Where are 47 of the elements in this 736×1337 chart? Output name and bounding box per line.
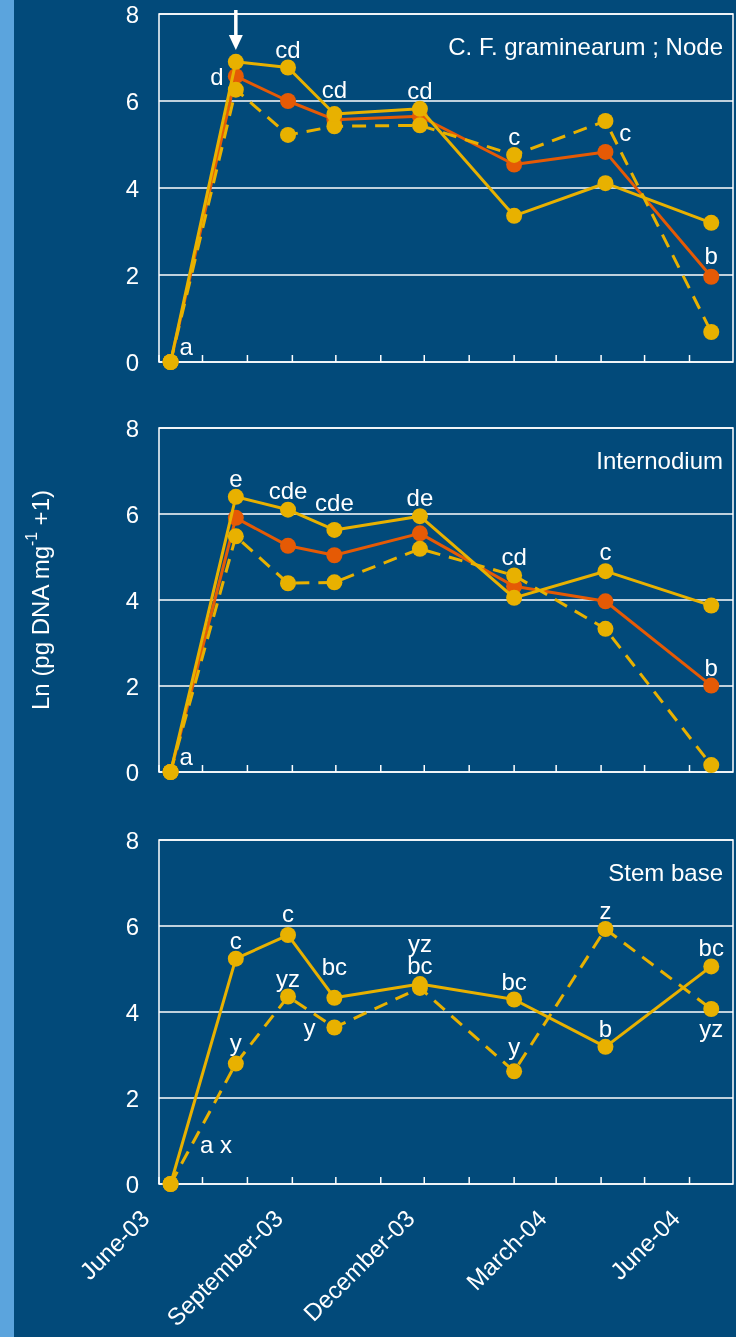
annotation: cd: [501, 542, 527, 570]
text: C. F. graminearum ; Node: [448, 32, 723, 60]
y-tick-label: 8: [125, 826, 139, 854]
y-tick-label: 8: [125, 0, 139, 28]
y-tick-label: 6: [125, 500, 139, 528]
annotation: a: [179, 742, 194, 770]
annotation: b: [704, 241, 718, 269]
annotation: z: [599, 896, 612, 924]
text: Internodium: [596, 446, 723, 474]
annotation: cd: [407, 76, 433, 104]
annotation: c: [619, 118, 632, 146]
annotation: y: [508, 1032, 521, 1060]
annotation: a x: [200, 1130, 233, 1158]
y-tick-label: 2: [125, 672, 139, 700]
annotation: bc: [321, 952, 348, 980]
annotation: cd: [321, 75, 348, 103]
annotation: yz: [276, 964, 301, 992]
annotation: cd: [275, 35, 301, 63]
y-tick-label: 0: [125, 758, 139, 786]
annotation: d: [210, 62, 224, 90]
y-tick-label: 4: [125, 586, 139, 614]
y-tick-label: 4: [125, 174, 139, 202]
annotation: y: [229, 1028, 242, 1056]
annotation: cde: [315, 488, 354, 516]
annotation: c: [599, 537, 612, 565]
y-tick-label: 6: [125, 912, 139, 940]
annotation: bc: [501, 967, 527, 995]
annotation: bc: [698, 933, 724, 961]
y-tick-label: 2: [125, 1084, 139, 1112]
annotation: b: [704, 653, 718, 681]
annotation: c: [508, 122, 521, 150]
annotation: c: [229, 926, 242, 954]
text: Stem base: [608, 858, 723, 886]
annotation: cde: [268, 476, 308, 504]
annotation: de: [406, 483, 434, 511]
y-tick-label: 0: [125, 1170, 139, 1198]
annotation: a: [179, 332, 194, 360]
annotation: c: [282, 899, 295, 927]
annotation: e: [229, 464, 243, 492]
y-tick-label: 2: [125, 261, 139, 289]
y-tick-label: 8: [125, 414, 139, 442]
y-tick-label: 4: [125, 998, 139, 1026]
annotation: b: [598, 1014, 613, 1042]
y-tick-label: 6: [125, 87, 139, 115]
y-tick-label: 0: [125, 348, 139, 376]
annotation: y: [303, 1013, 316, 1041]
annotation: yz: [699, 1014, 724, 1042]
